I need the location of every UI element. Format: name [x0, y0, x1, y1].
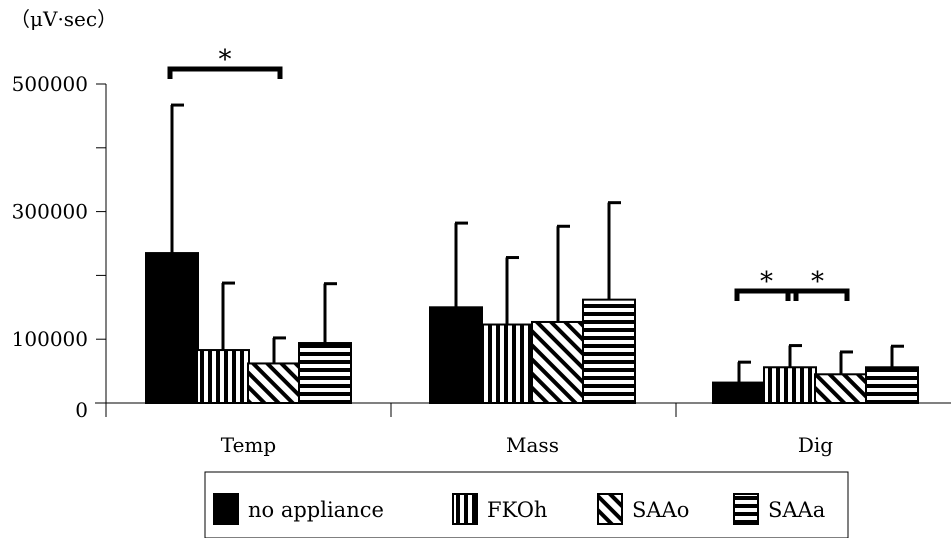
legend: no appliance FKOh SAAo SAAa [204, 471, 849, 538]
significance-star-0: * [219, 45, 232, 75]
bar-dig-2 [814, 373, 868, 405]
bar-mass-1 [480, 323, 534, 404]
legend-swatch-3 [733, 493, 759, 525]
bar-mass-2 [531, 320, 585, 404]
y-tick-label-5: 500000 [12, 72, 88, 96]
y-tick-label-1: 100000 [12, 327, 88, 351]
significance-bracket-2 [785, 288, 850, 301]
legend-label-2: SAAo [632, 498, 689, 522]
bar-temp-3 [298, 342, 352, 405]
y-axis-unit-label: （μV·sec） [10, 7, 117, 31]
legend-label-3: SAAa [768, 498, 825, 522]
x-tick-label-temp: Temp [221, 433, 276, 457]
legend-swatch-0 [213, 493, 239, 525]
bar-temp-2 [247, 362, 301, 404]
bar-dig-3 [865, 366, 919, 405]
legend-label-1: FKOh [487, 498, 547, 522]
bar-temp-0 [145, 252, 199, 404]
x-tick-label-mass: Mass [506, 433, 559, 457]
y-axis: 0 100000 300000 500000 [12, 72, 107, 422]
significance-bracket-1 [734, 288, 799, 301]
significance-star-2: * [811, 267, 824, 297]
bar-dig-0 [712, 381, 766, 405]
significance-star-1: * [760, 267, 773, 297]
legend-swatch-1 [452, 493, 478, 525]
bar-dig-1 [763, 366, 817, 405]
legend-label-0: no appliance [248, 498, 384, 522]
significance-annotations: * * * [167, 45, 850, 301]
bar-temp-1 [196, 349, 250, 404]
bar-mass-0 [429, 306, 483, 404]
legend-swatch-2 [597, 493, 623, 525]
x-tick-label-dig: Dig [798, 433, 833, 457]
y-tick-label-0: 0 [75, 398, 88, 422]
bar-mass-3 [582, 298, 636, 405]
x-axis: Temp Mass Dig [95, 402, 951, 457]
significance-bracket-0 [167, 66, 283, 79]
bars-group [145, 103, 919, 405]
y-tick-label-3: 300000 [12, 200, 88, 224]
